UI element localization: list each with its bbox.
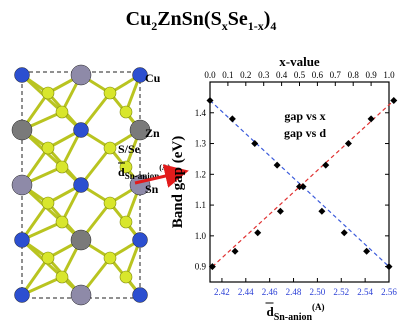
- data-point: [228, 115, 236, 123]
- s-se-atom: [119, 270, 133, 284]
- data-point: [231, 247, 239, 255]
- bandgap-chart: 0.0 0.1 0.2 0.3 0.4 0.5 0.6 0.7 0.8 0.9 1.0 2.42 2.…: [170, 54, 397, 323]
- data-point: [363, 247, 371, 255]
- y-tick-label: 1.0: [195, 231, 207, 241]
- cu-atom: [73, 122, 89, 138]
- label-zn: Zn: [145, 126, 160, 140]
- top-axis: 0.0 0.1 0.2 0.3 0.4 0.5 0.6 0.7 0.8 0.9 1.0: [204, 70, 395, 86]
- top-tick-label: 0.1: [222, 70, 233, 80]
- top-tick-label: 0.5: [294, 70, 306, 80]
- bottom-tick-label: 2.44: [238, 287, 254, 297]
- cu-atom: [14, 232, 30, 248]
- sn-atom: [70, 64, 92, 86]
- s-se-atom: [119, 160, 133, 174]
- sn-atom: [11, 174, 33, 196]
- data-point: [390, 96, 398, 104]
- figure-title: Cu2ZnSn(SxSe1-x)4: [125, 8, 277, 33]
- data-point: [276, 207, 284, 215]
- s-se-atom: [55, 160, 69, 174]
- s-se-atom: [55, 215, 69, 229]
- top-tick-label: 0.0: [204, 70, 216, 80]
- top-tick-label: 0.2: [240, 70, 251, 80]
- cu-atom: [132, 287, 148, 303]
- zn-atom: [70, 229, 92, 251]
- top-tick-label: 0.9: [365, 70, 377, 80]
- label-cu: Cu: [145, 71, 161, 85]
- bottom-axis-title: dSn-anion(A): [265, 302, 325, 323]
- data-point: [322, 161, 330, 169]
- data-point: [208, 263, 216, 271]
- legend-entry: gap vs d: [284, 126, 326, 140]
- legend-entry: gap vs x: [284, 109, 325, 123]
- s-se-atom: [103, 251, 117, 265]
- sn-atom: [70, 284, 92, 306]
- data-point: [273, 161, 281, 169]
- s-se-atom: [55, 105, 69, 119]
- data-point: [251, 140, 259, 148]
- s-se-atom: [119, 215, 133, 229]
- top-tick-label: 0.8: [348, 70, 360, 80]
- svg-text:dSn-anion(A): dSn-anion(A): [266, 302, 324, 323]
- crystal-structure: [11, 64, 151, 306]
- bottom-axis: 2.42 2.44 2.46 2.48 2.50 2.52 2.54 2.56: [214, 278, 397, 297]
- s-se-atom: [41, 141, 55, 155]
- data-point: [299, 183, 307, 191]
- data-point: [385, 263, 393, 271]
- y-axis: 0.9 1.0 1.1 1.2 1.3 1.4: [195, 108, 389, 272]
- pointer-arrow: [134, 164, 189, 188]
- data-point: [206, 96, 214, 104]
- top-tick-label: 0.3: [258, 70, 270, 80]
- bottom-tick-label: 2.50: [310, 287, 326, 297]
- bottom-tick-label: 2.56: [381, 287, 397, 297]
- y-axis-title: Band gap (eV): [170, 136, 186, 229]
- s-se-atom: [55, 270, 69, 284]
- s-se-atom: [119, 105, 133, 119]
- top-tick-label: 0.4: [276, 70, 288, 80]
- zn-atom: [11, 119, 33, 141]
- top-axis-title: x-value: [279, 54, 320, 69]
- data-point: [340, 229, 348, 237]
- data-point: [344, 140, 352, 148]
- data-point: [318, 207, 326, 215]
- bottom-tick-label: 2.42: [214, 287, 230, 297]
- y-tick-label: 1.4: [195, 108, 207, 118]
- cu-atom: [73, 177, 89, 193]
- bottom-tick-label: 2.54: [357, 287, 373, 297]
- y-tick-label: 0.9: [195, 262, 207, 272]
- y-tick-label: 1.3: [195, 139, 207, 149]
- top-tick-label: 0.6: [312, 70, 324, 80]
- data-point: [367, 115, 375, 123]
- s-se-atom: [103, 86, 117, 100]
- s-se-atom: [41, 251, 55, 265]
- bottom-tick-label: 2.46: [262, 287, 278, 297]
- y-tick-label: 1.1: [195, 200, 206, 210]
- cu-atom: [132, 67, 148, 83]
- zn-atom: [129, 119, 151, 141]
- top-tick-label: 1.0: [383, 70, 395, 80]
- cu-atom: [132, 232, 148, 248]
- cu-atom: [14, 67, 30, 83]
- data-point: [254, 229, 262, 237]
- bottom-tick-label: 2.48: [286, 287, 302, 297]
- series-layer: [206, 96, 398, 271]
- cu-atom: [14, 287, 30, 303]
- label-sn: Sn: [145, 182, 159, 196]
- label-sse: S/Se: [118, 142, 141, 156]
- top-tick-label: 0.7: [330, 70, 342, 80]
- bottom-tick-label: 2.52: [333, 287, 349, 297]
- y-tick-label: 1.2: [195, 169, 206, 179]
- legend: gap vs x gap vs d: [284, 109, 326, 140]
- s-se-atom: [41, 196, 55, 210]
- s-se-atom: [103, 196, 117, 210]
- s-se-atom: [103, 141, 117, 155]
- s-se-atom: [41, 86, 55, 100]
